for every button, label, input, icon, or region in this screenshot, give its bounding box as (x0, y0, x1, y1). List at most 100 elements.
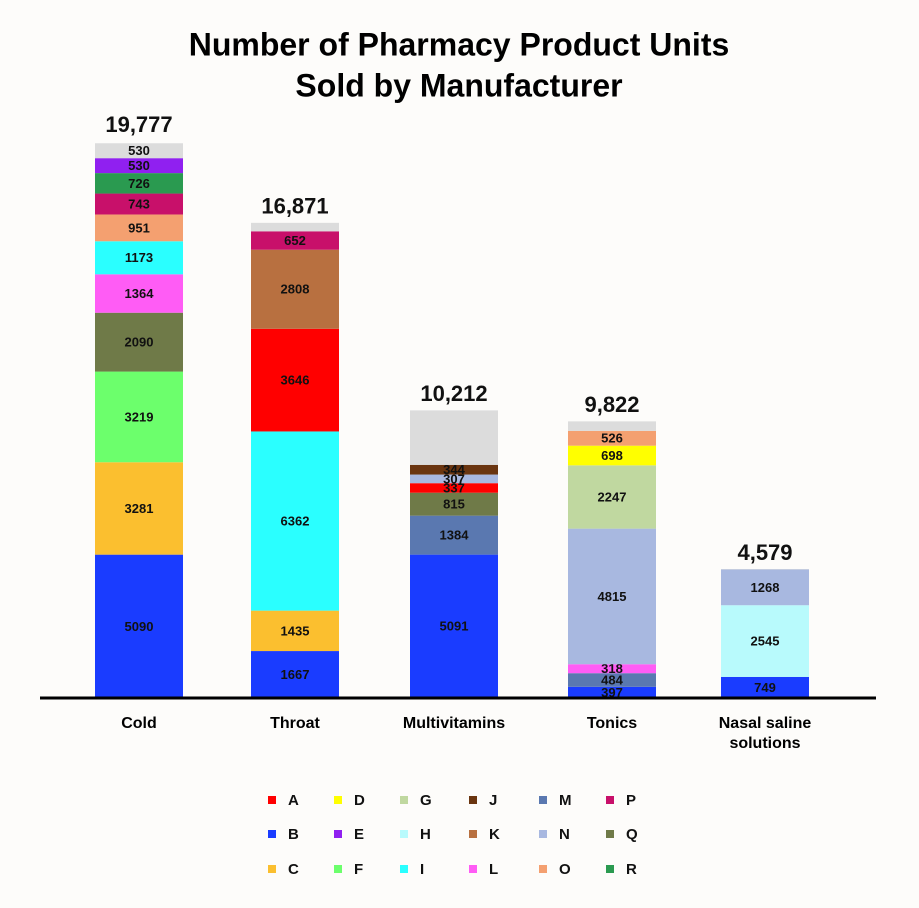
segment-label: 6362 (281, 513, 310, 528)
bar-segment (251, 249, 339, 329)
legend-swatch (334, 796, 342, 804)
legend-swatch (268, 830, 276, 838)
legend-label: E (354, 826, 364, 843)
legend-label: N (559, 826, 570, 843)
segment-label: 3646 (281, 373, 310, 388)
legend-swatch (539, 796, 547, 804)
bar-segment (410, 492, 498, 516)
segment-label: 1268 (751, 580, 780, 595)
bar-segment (95, 214, 183, 242)
segment-label: 307 (443, 471, 465, 486)
bar-segment (721, 676, 809, 698)
segment-label: 397 (601, 685, 623, 700)
bar-segment (95, 158, 183, 174)
bar-segment (251, 431, 339, 611)
legend-label: D (354, 792, 365, 809)
bar-segment (95, 173, 183, 194)
total-label: 16,871 (261, 194, 328, 219)
bar-segment (95, 554, 183, 698)
legend-swatch (334, 830, 342, 838)
segment-label: 1435 (281, 623, 310, 638)
x-tick-label: Multivitamins (402, 715, 506, 732)
bar-segment (410, 410, 498, 465)
legend-swatch (469, 796, 477, 804)
bar-segment (410, 515, 498, 555)
bar-segment (568, 528, 656, 665)
bar-segment (410, 483, 498, 493)
x-tick-label: Cold (121, 715, 157, 732)
bar-segment (251, 651, 339, 698)
bar-segment (95, 462, 183, 555)
bar-segment (251, 231, 339, 250)
bar-segment (251, 222, 339, 232)
bar-segment (95, 241, 183, 275)
legend-label: I (420, 861, 424, 878)
legend-swatch (400, 796, 408, 804)
segment-label: 815 (443, 497, 465, 512)
legend-label: Q (626, 826, 638, 843)
bar-segment (95, 371, 183, 463)
legend-label: L (489, 861, 498, 878)
segment-label: 951 (128, 220, 150, 235)
legend-swatch (334, 865, 342, 873)
bar-segment (568, 445, 656, 466)
legend-swatch (400, 830, 408, 838)
bar-segment (95, 143, 183, 159)
legend-swatch (469, 830, 477, 838)
legend-swatch (268, 865, 276, 873)
legend-swatch (606, 830, 614, 838)
segment-label: 530 (128, 158, 150, 173)
legend-swatch (539, 865, 547, 873)
bar-segment (568, 421, 656, 431)
total-label: 19,777 (105, 112, 172, 137)
chart-title: Number of Pharmacy Product Units (189, 26, 730, 62)
legend-label: K (489, 826, 500, 843)
segment-label: 1667 (281, 667, 310, 682)
segment-label: 3281 (125, 501, 154, 516)
segment-label: 337 (443, 480, 465, 495)
segment-label: 726 (128, 176, 150, 191)
legend-swatch (606, 796, 614, 804)
segment-label: 2090 (125, 335, 154, 350)
bar-segment (721, 569, 809, 606)
segment-label: 652 (284, 233, 306, 248)
segment-label: 698 (601, 448, 623, 463)
segment-label: 526 (601, 431, 623, 446)
x-tick-label: Tonics (586, 715, 638, 732)
segment-label: 4815 (598, 589, 627, 604)
legend-label: O (559, 861, 571, 878)
legend-label: J (489, 792, 497, 809)
legend-label: F (354, 861, 363, 878)
bar-segment (95, 312, 183, 372)
legend-swatch (539, 830, 547, 838)
bar-segment (95, 274, 183, 313)
segment-label: 2247 (598, 489, 627, 504)
segment-label: 743 (128, 196, 150, 211)
segment-label: 344 (443, 462, 465, 477)
legend-label: B (288, 826, 299, 843)
legend-label: A (288, 792, 299, 809)
legend-label: R (626, 861, 637, 878)
chart-title: Sold by Manufacturer (295, 67, 622, 103)
legend-label: G (420, 792, 432, 809)
total-label: 10,212 (420, 381, 487, 406)
bar-segment (251, 328, 339, 432)
legend-swatch (268, 796, 276, 804)
segment-label: 5090 (125, 619, 154, 634)
segment-label: 749 (754, 680, 776, 695)
legend-swatch (606, 865, 614, 873)
segment-label: 3219 (125, 409, 154, 424)
bar-segment (95, 193, 183, 215)
bar-segment (721, 605, 809, 677)
segment-label: 484 (601, 672, 623, 687)
segment-label: 1364 (125, 286, 155, 301)
bar-segment (568, 686, 656, 698)
bar-segment (410, 474, 498, 484)
x-tick-label: Nasal saline solutions (718, 715, 812, 752)
segment-label: 1384 (440, 528, 470, 543)
segment-label: 1173 (125, 250, 153, 265)
legend-swatch (400, 865, 408, 873)
legend-label: C (288, 861, 299, 878)
